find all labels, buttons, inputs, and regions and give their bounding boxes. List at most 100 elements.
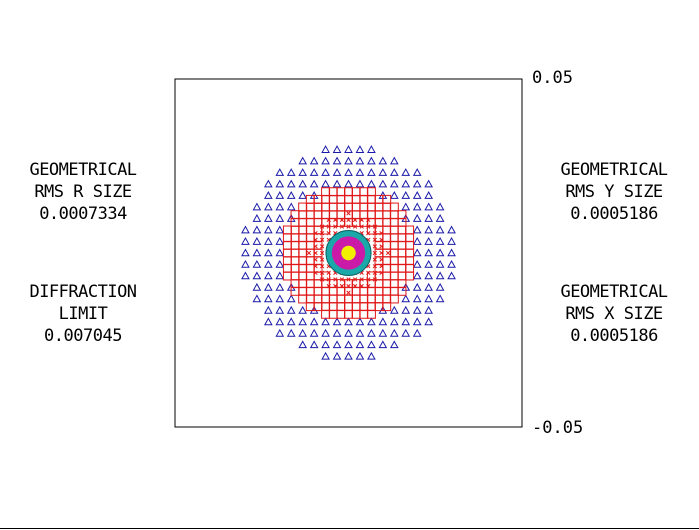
square-marker: [344, 309, 353, 319]
square-marker: [359, 194, 369, 204]
x-marker: [366, 270, 371, 275]
triangle-marker: [378, 168, 388, 176]
triangle-marker: [447, 236, 456, 245]
triangle-marker: [321, 168, 330, 176]
x-marker: [339, 283, 345, 289]
square-marker: [328, 302, 338, 312]
triangle-marker: [389, 305, 399, 314]
triangle-marker: [321, 179, 330, 188]
triangle-marker: [286, 317, 296, 326]
triangle-marker: [389, 179, 399, 188]
square-marker: [366, 210, 376, 220]
triangle-marker: [321, 351, 330, 360]
square-marker: [336, 187, 346, 197]
x-marker: [319, 237, 325, 242]
square-marker: [389, 210, 399, 220]
triangle-marker: [344, 328, 353, 337]
triangle-marker: [401, 179, 411, 188]
x-marker: [352, 217, 358, 223]
triangle-marker: [412, 202, 422, 211]
square-marker: [405, 263, 415, 273]
triangle-marker: [332, 317, 342, 326]
square-marker: [313, 286, 323, 296]
triangle-marker: [263, 225, 273, 234]
triangle-marker: [435, 271, 445, 280]
triangle-marker: [401, 317, 411, 326]
triangle-marker: [286, 328, 296, 337]
square-marker: [298, 210, 308, 220]
triangle-marker: [424, 191, 434, 199]
triangle-marker: [424, 317, 434, 326]
rms-r-label-line2: RMS R SIZE: [34, 182, 132, 202]
square-marker: [313, 202, 323, 212]
triangle-marker: [412, 179, 422, 188]
x-marker: [352, 277, 358, 282]
square-marker: [382, 202, 392, 212]
x-marker: [326, 270, 331, 275]
square-marker: [374, 294, 384, 304]
square-marker: [389, 286, 399, 296]
triangle-marker: [263, 236, 273, 245]
square-marker: [290, 286, 300, 296]
square-marker: [351, 302, 361, 312]
triangle-marker: [275, 191, 285, 199]
triangle-marker: [252, 294, 262, 303]
square-marker: [290, 271, 300, 281]
triangle-marker: [367, 156, 376, 165]
triangle-marker: [412, 236, 422, 245]
square-marker: [305, 294, 315, 304]
x-marker: [359, 217, 364, 223]
square-marker: [359, 309, 369, 319]
diffraction-limit-block: DIFFRACTION LIMIT 0.007045: [0, 281, 173, 347]
triangle-marker: [263, 191, 273, 199]
y-max-tick-label: 0.05: [532, 68, 573, 88]
triangle-marker: [435, 202, 445, 211]
x-marker: [372, 270, 378, 275]
x-marker: [346, 283, 351, 289]
square-marker: [321, 187, 331, 197]
x-marker: [326, 231, 331, 236]
square-marker: [298, 279, 308, 289]
square-marker: [298, 271, 308, 281]
x-marker: [326, 217, 331, 223]
square-marker: [374, 194, 384, 204]
triangle-marker: [355, 179, 365, 188]
square-marker: [389, 256, 399, 266]
triangle-marker: [286, 168, 296, 176]
x-marker: [372, 257, 378, 262]
square-marker: [344, 302, 353, 312]
x-marker: [372, 244, 378, 249]
x-marker: [366, 283, 371, 289]
x-marker: [313, 257, 318, 262]
square-marker: [405, 225, 415, 235]
x-marker: [379, 257, 384, 262]
square-marker: [298, 202, 308, 212]
square-marker: [344, 210, 353, 220]
triangle-marker: [252, 248, 262, 257]
x-marker: [379, 237, 384, 242]
triangle-marker: [252, 202, 262, 211]
square-marker: [305, 263, 315, 273]
rms-y-label-line1: GEOMETRICAL: [560, 160, 668, 180]
x-marker: [346, 290, 351, 295]
x-marker: [339, 224, 345, 229]
square-marker: [405, 240, 415, 250]
triangle-marker: [286, 202, 296, 211]
square-marker: [328, 210, 338, 220]
square-marker: [290, 240, 300, 250]
square-marker: [382, 271, 392, 281]
square-marker: [321, 309, 331, 319]
square-marker: [351, 294, 361, 304]
triangle-marker: [355, 168, 365, 176]
triangle-marker: [424, 202, 434, 211]
triangle-marker: [389, 317, 399, 326]
triangle-marker: [344, 156, 353, 165]
square-marker: [374, 286, 384, 296]
square-marker: [405, 248, 415, 258]
triangle-marker: [424, 236, 434, 245]
x-marker: [319, 257, 325, 262]
triangle-marker: [378, 328, 388, 337]
rms-y-size-block: GEOMETRICAL RMS Y SIZE 0.0005186: [524, 159, 699, 225]
rms-y-value: 0.0005186: [570, 204, 658, 224]
x-marker: [352, 283, 358, 289]
